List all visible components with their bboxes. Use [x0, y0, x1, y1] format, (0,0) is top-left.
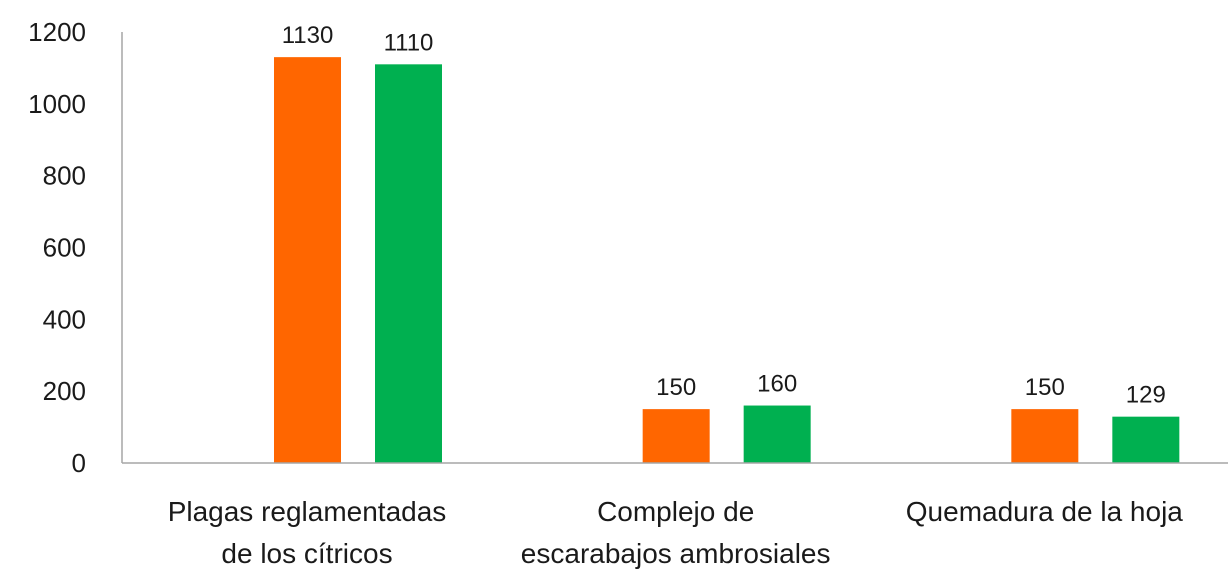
bar-series-1-cat-1: [274, 57, 341, 464]
bars: [274, 57, 1180, 464]
data-label: 150: [656, 374, 696, 401]
data-label: 150: [1025, 374, 1065, 401]
y-tick-label: 1000: [28, 89, 86, 119]
bar-series-2-cat-1: [375, 64, 442, 463]
x-category-label-line: Complejo de: [597, 496, 754, 527]
data-label: 160: [757, 371, 797, 398]
y-tick-label: 400: [43, 304, 86, 334]
y-tick-label: 600: [43, 233, 86, 263]
x-category-label-line: de los cítricos: [221, 538, 392, 569]
x-category-label: Quemadura de la hoja: [906, 496, 1184, 527]
data-label: 1130: [282, 22, 334, 49]
x-category-label: Complejo de escarabajos ambrosiales: [521, 496, 831, 569]
x-axis: Plagas reglamentadas de los cítricos Compl…: [122, 462, 1228, 569]
y-tick-label: 1200: [28, 17, 86, 47]
x-category-label-line: Plagas reglamentadas: [168, 496, 447, 527]
y-tick-label: 200: [43, 376, 86, 406]
x-category-label: Plagas reglamentadas de los cítricos: [168, 496, 447, 569]
x-category-label-line: escarabajos ambrosiales: [521, 538, 831, 569]
y-axis: 0 200 400 600 800 1000 1200: [28, 17, 123, 478]
bar-series-1-cat-2: [642, 409, 710, 463]
bar-series-2-cat-2: [743, 405, 811, 463]
y-tick-label: 800: [43, 161, 86, 191]
data-label: 129: [1126, 382, 1166, 409]
bar-series-2-cat-3: [1112, 416, 1180, 463]
data-labels: 1130 150 150 1110 160 129: [282, 22, 1166, 409]
x-category-label-line: Quemadura de la hoja: [906, 496, 1184, 527]
bar-series-1-cat-3: [1011, 409, 1079, 463]
data-label: 1110: [384, 29, 434, 56]
y-tick-label: 0: [72, 448, 86, 478]
